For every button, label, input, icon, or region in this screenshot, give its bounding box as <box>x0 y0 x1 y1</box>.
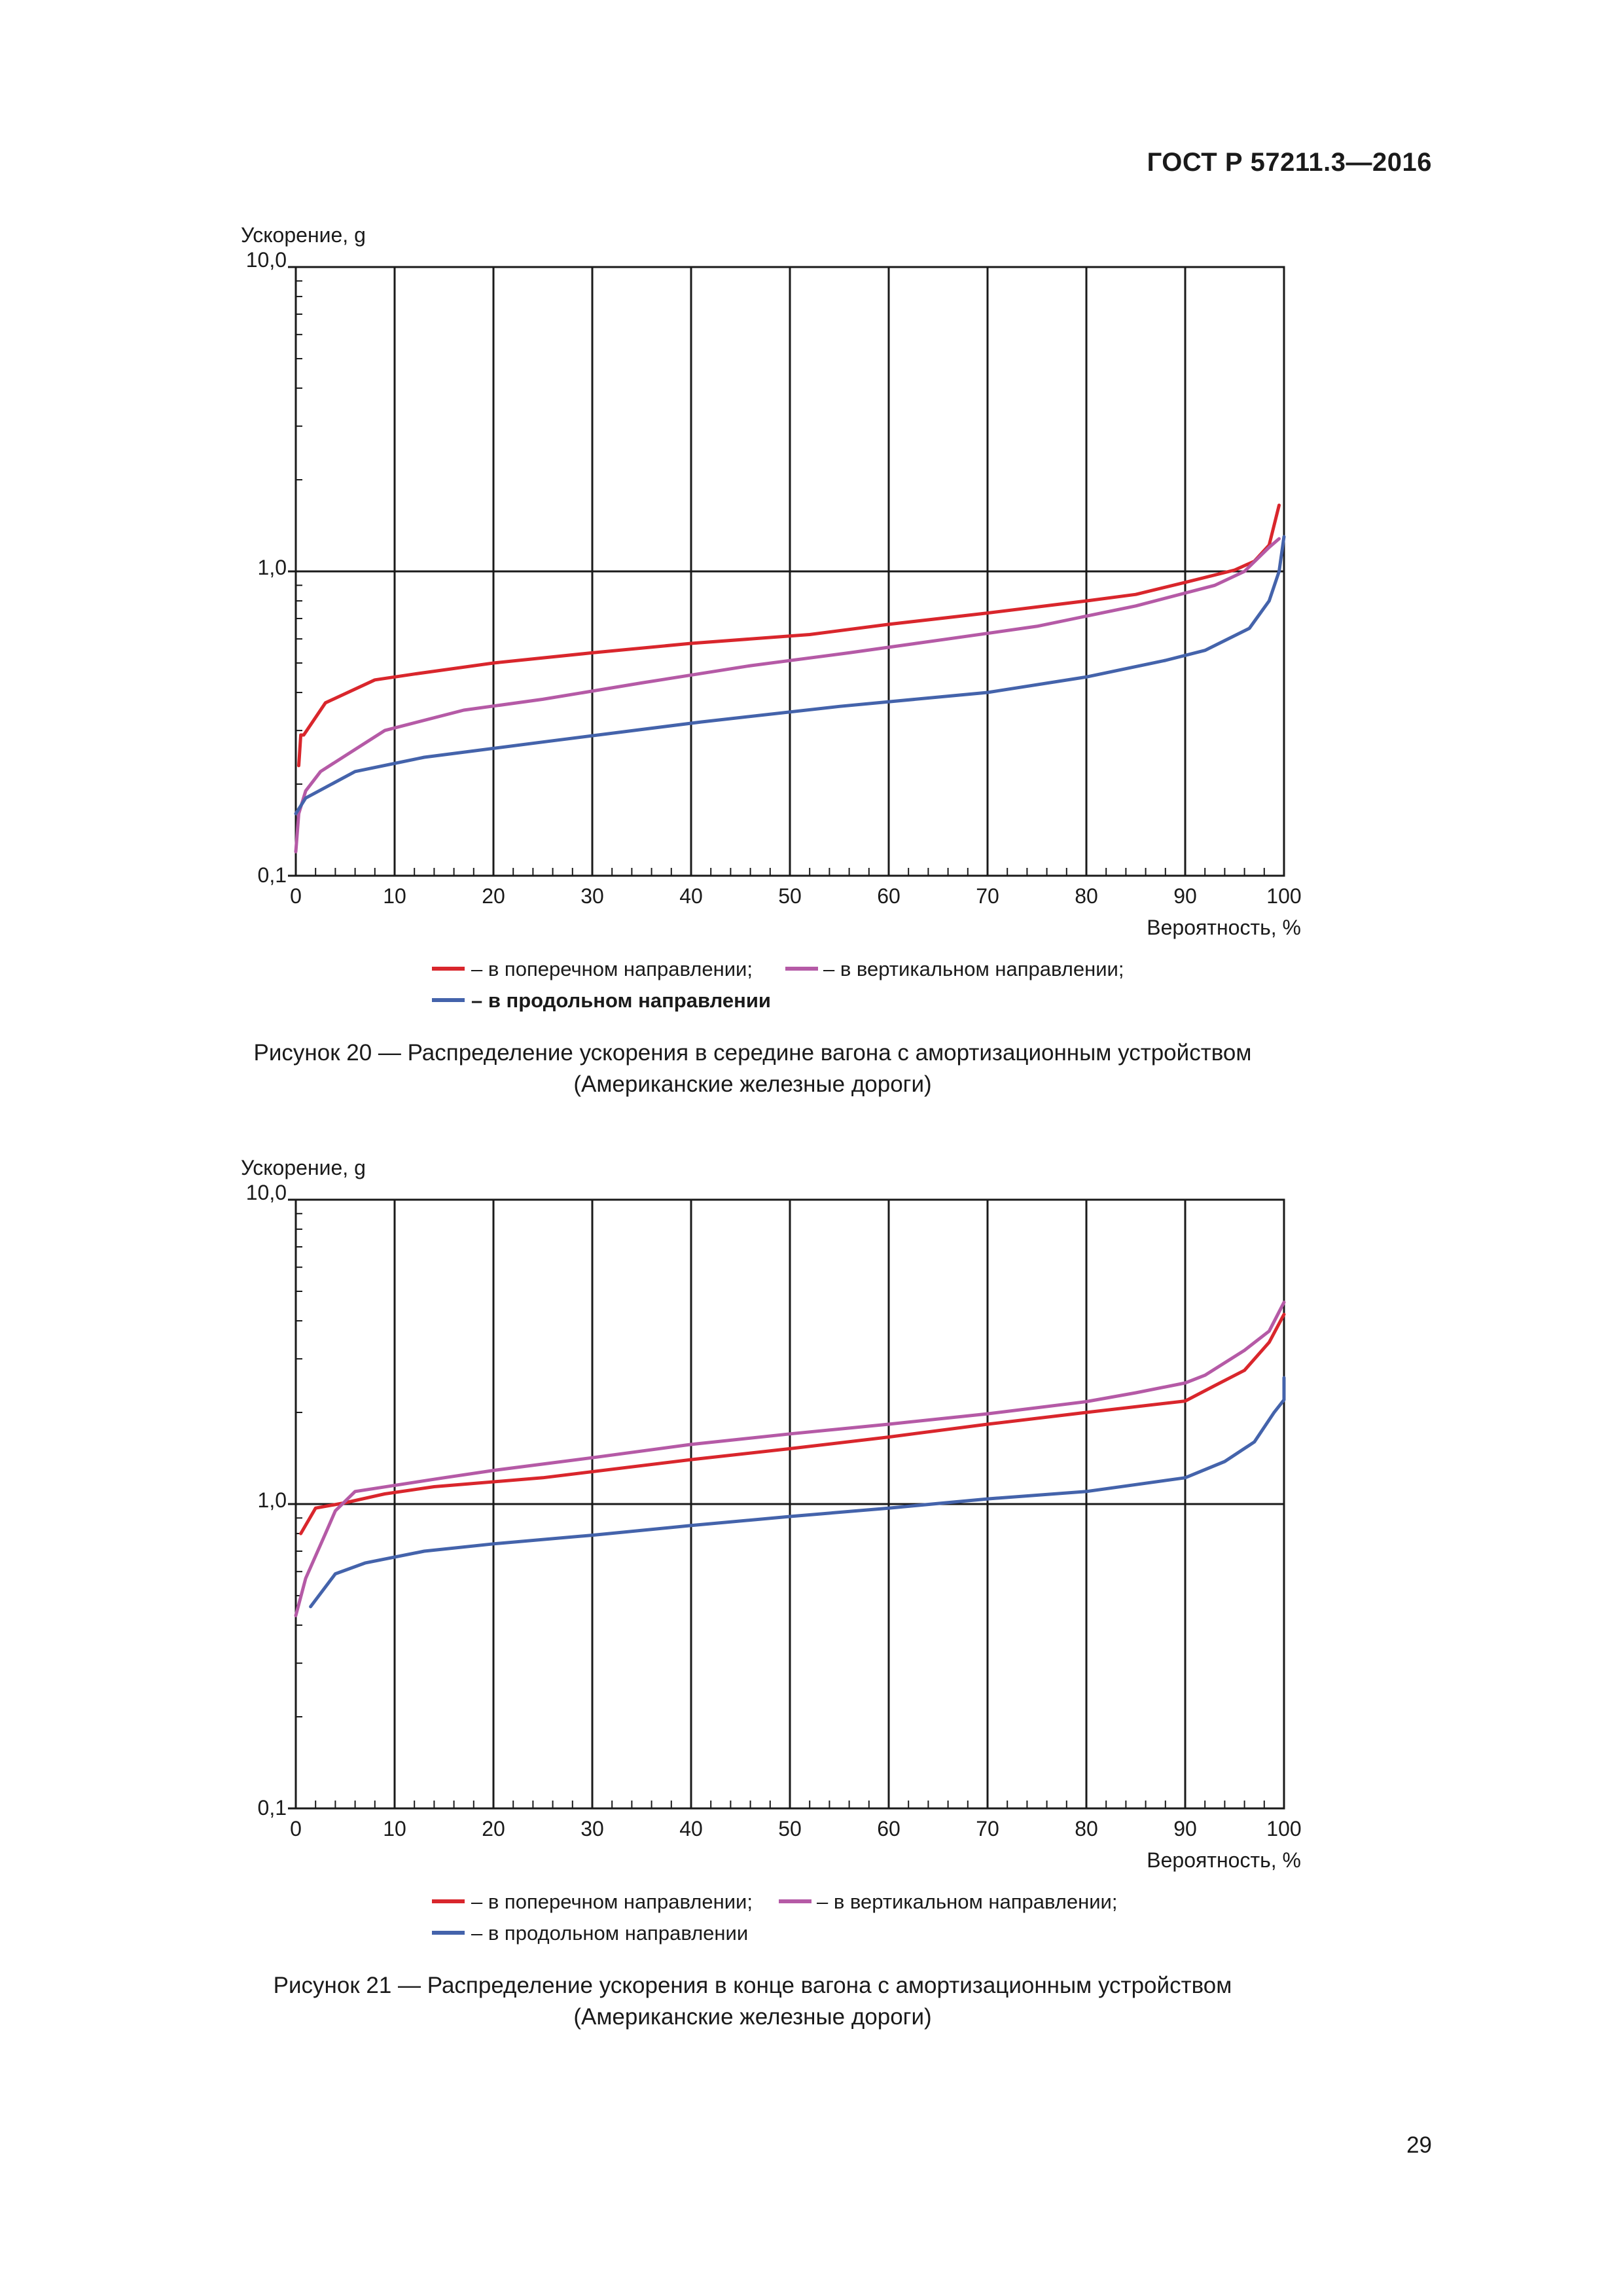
x-tick-label: 0 <box>290 884 302 908</box>
x-tick-label: 80 <box>1075 1817 1098 1840</box>
legend-label-longitudinal: – в продольном направлении <box>471 1922 748 1945</box>
x-tick-label: 100 <box>1266 1817 1301 1840</box>
figure-21-caption: Рисунок 21 — Распределение ускорения в к… <box>196 1970 1309 2033</box>
x-tick-label: 20 <box>482 1817 505 1840</box>
series-line-longitudinal <box>294 535 1286 816</box>
legend-label-transverse: – в поперечном направлении; <box>471 1890 753 1913</box>
y-tick-label-mid: 1,0 <box>258 1488 287 1512</box>
y-axis-label: Ускорение, g <box>241 1156 366 1179</box>
x-tick-label: 50 <box>778 1817 802 1840</box>
x-tick-label: 90 <box>1173 1817 1197 1840</box>
legend-label-vertical: – в вертикальном направлении; <box>823 958 1124 980</box>
figure-21-caption-line2: (Американские железные дороги) <box>573 2004 932 2030</box>
figure-20-caption: Рисунок 20 — Распределение ускорения в с… <box>196 1037 1309 1100</box>
x-tick-label: 10 <box>383 1817 406 1840</box>
series-line-vertical <box>294 537 1281 853</box>
x-tick-label: 30 <box>580 1817 604 1840</box>
x-tick-label: 30 <box>580 884 604 908</box>
figure-21-caption-line1: Рисунок 21 — Распределение ускорения в к… <box>273 1973 1232 1998</box>
y-tick-label-bottom: 0,1 <box>258 863 287 887</box>
figure-20-caption-line2: (Американские железные дороги) <box>573 1071 932 1097</box>
y-axis-label: Ускорение, g <box>241 223 366 247</box>
x-axis-label: Вероятность, % <box>1147 1848 1301 1872</box>
legend-label-longitudinal: – в продольном направлении <box>471 989 771 1012</box>
x-tick-label: 90 <box>1173 884 1197 908</box>
x-tick-label: 20 <box>482 884 505 908</box>
x-tick-label: 10 <box>383 884 406 908</box>
y-tick-label-top: 10,0 <box>246 1181 287 1204</box>
y-tick-label-mid: 1,0 <box>258 556 287 579</box>
y-tick-label-top: 10,0 <box>246 248 287 272</box>
series-line-transverse <box>299 1312 1286 1535</box>
figure-20-caption-line1: Рисунок 20 — Распределение ускорения в с… <box>253 1040 1252 1066</box>
series-line-longitudinal <box>309 1376 1286 1609</box>
legend-label-transverse: – в поперечном направлении; <box>471 958 753 980</box>
document-code: ГОСТ Р 57211.3—2016 <box>1147 148 1432 177</box>
x-tick-label: 100 <box>1266 884 1301 908</box>
series-line-vertical <box>294 1300 1286 1617</box>
x-tick-label: 60 <box>877 1817 901 1840</box>
x-tick-label: 70 <box>976 1817 999 1840</box>
y-tick-label-bottom: 0,1 <box>258 1796 287 1820</box>
x-tick-label: 40 <box>679 884 703 908</box>
x-tick-label: 60 <box>877 884 901 908</box>
x-tick-label: 40 <box>679 1817 703 1840</box>
x-tick-label: 0 <box>290 1817 302 1840</box>
figure-21-chart: Ускорение, g 10,0 1,0 0,1 0 10 20 30 40 50 60 7… <box>241 1156 1302 1945</box>
x-tick-label: 50 <box>778 884 802 908</box>
figure-20-chart: Ускорение, g 10,0 1,0 0,1 0 10 20 30 40 50 60 7… <box>241 223 1302 1012</box>
x-tick-label: 70 <box>976 884 999 908</box>
x-tick-label: 80 <box>1075 884 1098 908</box>
x-axis-label: Вероятность, % <box>1147 916 1301 939</box>
legend-label-vertical: – в вертикальном направлении; <box>817 1890 1117 1913</box>
page-number: 29 <box>1406 2132 1432 2158</box>
series-line-transverse <box>297 503 1281 768</box>
